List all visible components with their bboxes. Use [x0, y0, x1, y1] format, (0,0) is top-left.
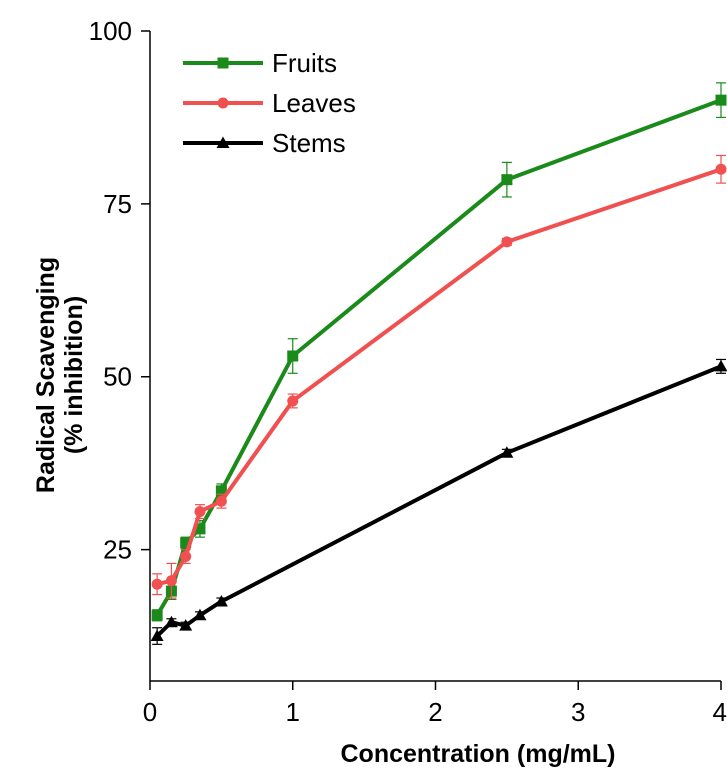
legend-label: Leaves [272, 88, 356, 118]
data-point [714, 359, 727, 372]
legend-marker [217, 97, 229, 109]
data-point [501, 174, 513, 186]
legend-marker [217, 57, 229, 69]
x-tick-label: 4 [713, 697, 727, 727]
data-point [214, 594, 228, 607]
y-tick-label: 100 [89, 16, 132, 46]
y-axis-title-line-1: Radical Scavenging [32, 257, 60, 493]
series-line-fruits [155, 98, 722, 617]
series-line-stems [155, 364, 722, 638]
legend-item-stems: Stems [183, 128, 346, 158]
data-point [180, 537, 192, 549]
y-tick-label: 75 [103, 189, 132, 219]
data-point [194, 523, 206, 535]
data-point [179, 619, 193, 631]
axes [149, 31, 721, 682]
data-point [715, 94, 727, 106]
x-axis-ticks: 0 1 2 3 4 [143, 681, 727, 727]
x-tick-label: 1 [286, 697, 300, 727]
data-point [287, 350, 299, 362]
x-tick-label: 0 [143, 697, 157, 727]
y-axis-title-line-2: (% inhibition) [60, 296, 88, 454]
series-fruits [151, 82, 727, 622]
legend: Fruits Leaves Stems [183, 48, 356, 158]
data-point [151, 609, 163, 621]
legend-label: Fruits [272, 48, 337, 78]
data-point [215, 495, 227, 507]
series-stems [150, 358, 727, 645]
legend-item-leaves: Leaves [183, 88, 356, 118]
data-point [215, 485, 227, 497]
data-point [180, 551, 192, 563]
data-point [501, 236, 513, 248]
plot-area [150, 82, 727, 645]
series-leaves [151, 154, 727, 599]
y-tick-label: 50 [103, 362, 132, 392]
x-tick-label: 2 [428, 697, 442, 727]
y-axis-ticks: 25 50 75 100 [89, 16, 150, 565]
y-tick-label: 25 [103, 535, 132, 565]
data-point [287, 395, 299, 407]
data-point [715, 163, 727, 175]
x-tick-label: 3 [571, 697, 585, 727]
data-point [164, 615, 178, 628]
data-point [193, 608, 207, 621]
x-axis-title: Concentration (mg/mL) [341, 740, 616, 768]
legend-item-fruits: Fruits [183, 48, 337, 78]
legend-label: Stems [272, 128, 346, 158]
data-point [500, 446, 514, 458]
data-point [150, 629, 164, 642]
series-line-leaves [156, 167, 722, 587]
data-point [194, 506, 206, 518]
data-point [151, 578, 163, 590]
legend-marker [216, 136, 230, 148]
data-point [165, 575, 177, 587]
